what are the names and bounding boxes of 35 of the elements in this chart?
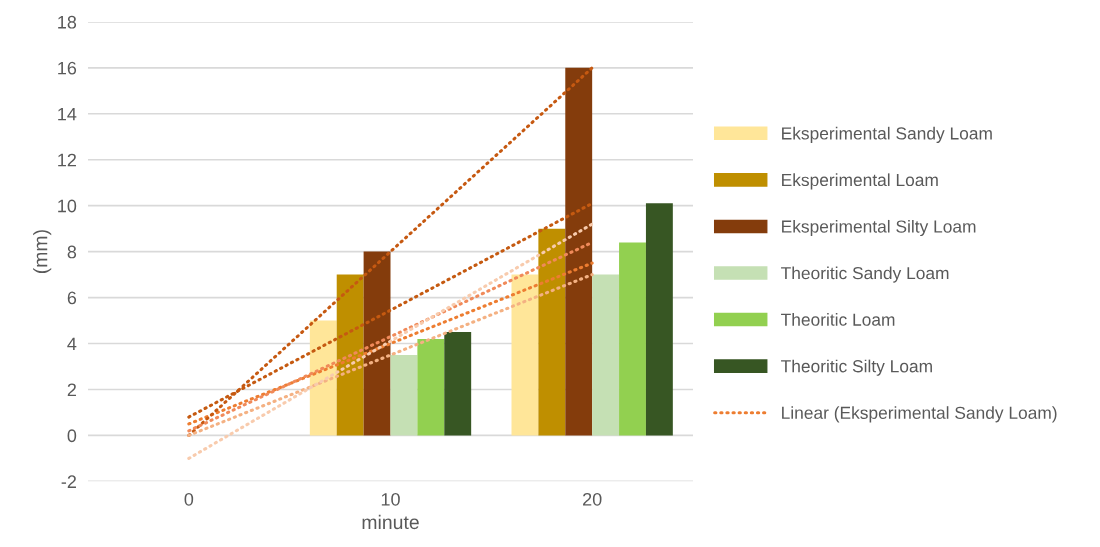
bar	[444, 332, 472, 436]
y-tick-label: 8	[67, 245, 77, 259]
legend-label: Linear (Eksperimental Sandy Loam)	[782, 406, 1057, 423]
y-tick-label: -2	[61, 475, 76, 488]
y-tick-label: 10	[58, 199, 77, 213]
bar	[565, 67, 593, 436]
bar	[417, 338, 445, 436]
y-tick-label: 4	[67, 337, 77, 351]
bar	[309, 320, 337, 436]
y-tick-label: 16	[58, 61, 77, 75]
x-tick-label: 10	[381, 492, 400, 506]
bar	[538, 228, 566, 436]
x-tick-label: 20	[583, 492, 602, 506]
y-tick-label: 12	[58, 153, 76, 167]
legend-label: Eksperimental Silty Loam	[782, 219, 976, 237]
bar	[645, 203, 673, 436]
bar	[592, 274, 620, 436]
legend-label: Eksperimental Sandy Loam	[782, 126, 992, 143]
y-axis-title: (mm)	[33, 230, 52, 274]
legend-label: Theoritic Loam	[781, 313, 895, 326]
bar	[390, 355, 418, 436]
y-tick-label: 6	[67, 291, 77, 305]
bar	[336, 274, 364, 436]
y-tick-label: 0	[67, 429, 77, 443]
legend-label: Theoritic Sandy Loam	[781, 266, 949, 283]
legend-label: Theoritic Silty Loam	[781, 359, 932, 376]
y-tick-label: 2	[67, 383, 76, 397]
bar	[619, 242, 646, 436]
x-tick-label: 0	[184, 492, 194, 506]
legend-label: Eksperimental Loam	[782, 173, 938, 190]
x-axis-title: minute	[362, 514, 419, 530]
y-tick-label: 18	[58, 15, 77, 29]
y-tick-label: 14	[58, 107, 77, 121]
bar	[511, 274, 539, 436]
bar	[363, 251, 391, 436]
